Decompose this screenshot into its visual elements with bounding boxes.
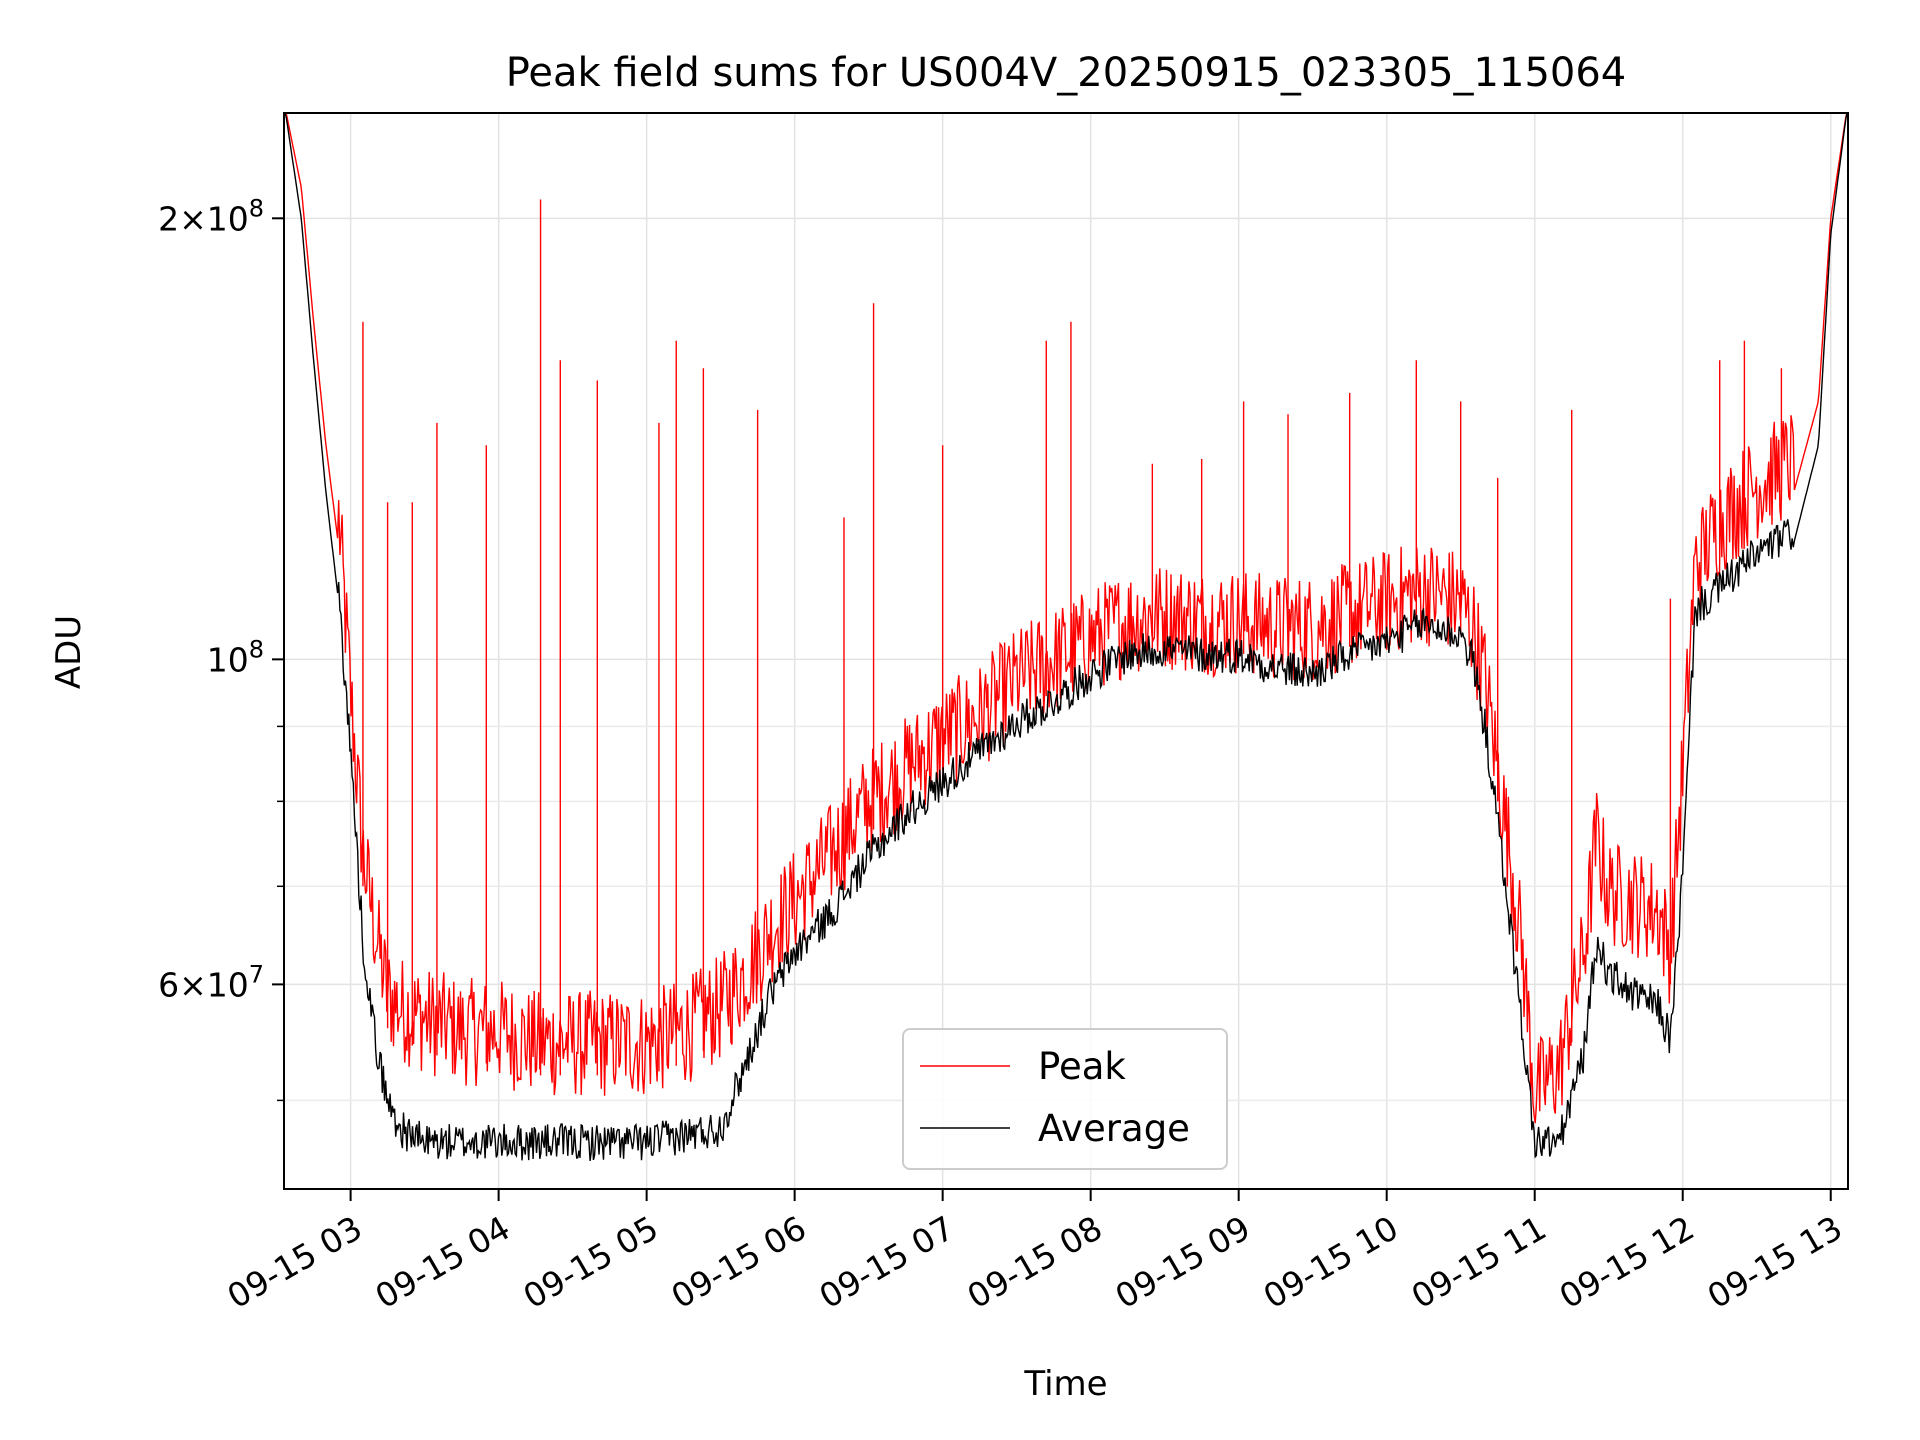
y-axis-label: ADU bbox=[49, 615, 89, 689]
chart-title: Peak field sums for US004V_20250915_0233… bbox=[506, 50, 1627, 96]
series-average-line bbox=[284, 113, 1848, 1161]
x-axis-label: Time bbox=[1023, 1364, 1107, 1404]
y-tick-label: 6×107 bbox=[158, 960, 264, 1004]
legend: Peak Average bbox=[902, 1028, 1228, 1170]
y-axis: 2×108 108 6×107 bbox=[158, 194, 284, 1102]
plot-frame bbox=[283, 112, 1849, 1190]
legend-box bbox=[902, 1028, 1228, 1170]
legend-peak-label: Peak bbox=[1038, 1045, 1126, 1088]
y-tick-label: 2×108 bbox=[158, 194, 264, 238]
legend-average-label: Average bbox=[1038, 1107, 1190, 1150]
series-peak-line bbox=[284, 113, 1848, 1124]
plot-lines bbox=[284, 113, 1848, 1161]
y-tick-label: 108 bbox=[207, 635, 264, 679]
grid bbox=[284, 113, 1848, 1189]
